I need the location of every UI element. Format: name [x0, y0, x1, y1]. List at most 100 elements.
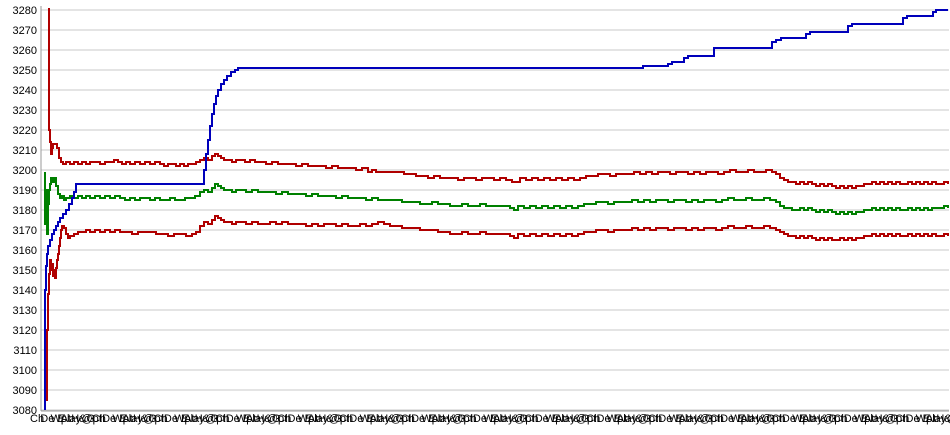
x-tick-label-fragment: play: [864, 413, 885, 425]
x-tick-label-fragment: @pt: [452, 413, 472, 425]
x-tick-label-fragment: @pt: [885, 413, 905, 425]
x-tick-label-fragment: WAt: [916, 413, 936, 425]
x-tick-label-fragment: @pt: [143, 413, 163, 425]
x-tick-label-fragment: H&G: [627, 413, 651, 425]
x-tick-label-fragment: Ch: [895, 413, 909, 425]
x-tick-label-fragment: Ch: [648, 413, 662, 425]
y-tick-label: 3130: [13, 305, 37, 317]
x-tick-label-fragment: play: [679, 413, 700, 425]
x-tick-label-fragment: H&G: [442, 413, 466, 425]
x-tick-label-fragment: play: [617, 413, 638, 425]
x-tick-label-fragment: WAt: [545, 413, 565, 425]
x-tick-label-fragment: H&G: [689, 413, 713, 425]
x-tick-label-fragment: @pt: [329, 413, 349, 425]
x-tick-label-fragment: De E: [411, 413, 435, 425]
x-tick-label-fragment: H&G: [566, 413, 590, 425]
x-tick-label-fragment: Ch: [524, 413, 538, 425]
x-tick-label-fragment: H&G: [813, 413, 837, 425]
upper-red-line: [48, 8, 949, 189]
x-tick-label-fragment: Ch: [339, 413, 353, 425]
x-tick-label-fragment: Ch: [215, 413, 229, 425]
y-tick-label: 3160: [13, 245, 37, 257]
y-tick-label: 3140: [13, 285, 37, 297]
x-tick-label-fragment: De E: [288, 413, 312, 425]
x-tick-label-fragment: WAt: [236, 413, 256, 425]
x-tick-label-fragment: play: [308, 413, 329, 425]
x-tick-label-fragment: play: [803, 413, 824, 425]
x-tick-label-fragment: De E: [720, 413, 744, 425]
x-tick-label-fragment: WAt: [792, 413, 812, 425]
x-tick-label-fragment: H&G: [318, 413, 342, 425]
x-tick-label-fragment: H&G: [71, 413, 95, 425]
x-tick-label-fragment: WAt: [298, 413, 318, 425]
x-tick-label-fragment: play: [123, 413, 144, 425]
y-tick-label: 3080: [13, 405, 37, 417]
x-tick-label-fragment: play: [494, 413, 515, 425]
x-tick-label-fragment: WAt: [730, 413, 750, 425]
mid-green-line: [44, 172, 949, 235]
x-tick-label-fragment: H&G: [936, 413, 950, 425]
x-tick-label-fragment: @pt: [514, 413, 534, 425]
stepped-blue-line: [44, 9, 948, 410]
x-tick-label-fragment: H&G: [504, 413, 528, 425]
x-tick-label-fragment: WAt: [669, 413, 689, 425]
x-tick-label-fragment: Ch: [30, 413, 44, 425]
x-tick-label-fragment: Ch: [772, 413, 786, 425]
x-tick-label-fragment: WAt: [607, 413, 627, 425]
y-axis-labels: 3280 3270 3260 3250 3240 3230 3220 3210 3200 3190…: [13, 5, 37, 417]
x-tick-label-fragment: play: [61, 413, 82, 425]
x-tick-label-fragment: H&G: [380, 413, 404, 425]
x-tick-label-fragment: @pt: [638, 413, 658, 425]
x-tick-label-fragment: WAt: [421, 413, 441, 425]
y-tick-label: 3250: [13, 65, 37, 77]
x-tick-label-fragment: De E: [906, 413, 930, 425]
y-tick-label: 3210: [13, 145, 37, 157]
series-lines: [44, 8, 949, 410]
x-tick-label-fragment: De E: [164, 413, 188, 425]
x-tick-label-fragment: De E: [535, 413, 559, 425]
x-tick-label-fragment: @pt: [700, 413, 720, 425]
x-tick-label-fragment: H&G: [133, 413, 157, 425]
x-tick-label-fragment: De E: [844, 413, 868, 425]
y-tick-label: 3190: [13, 185, 37, 197]
x-tick-label-fragment: play: [185, 413, 206, 425]
y-tick-label: 3240: [13, 85, 37, 97]
x-tick-label-fragment: play: [555, 413, 576, 425]
y-tick-label: 3270: [13, 25, 37, 37]
x-tick-label-fragment: @pt: [947, 413, 950, 425]
x-tick-label-fragment: WAt: [51, 413, 71, 425]
x-tick-label-fragment: WAt: [112, 413, 132, 425]
x-tick-label-fragment: play: [926, 413, 947, 425]
x-tick-label-fragment: WAt: [854, 413, 874, 425]
x-tick-label-fragment: Ch: [586, 413, 600, 425]
x-tick-label-fragment: H&G: [751, 413, 775, 425]
x-tick-label-fragment: H&G: [257, 413, 281, 425]
y-tick-label: 3150: [13, 265, 37, 277]
y-tick-label: 3170: [13, 225, 37, 237]
x-tick-label-fragment: WAt: [360, 413, 380, 425]
x-tick-label-fragment: play: [246, 413, 267, 425]
y-tick-label: 3180: [13, 205, 37, 217]
gridlines: [41, 9, 949, 411]
y-tick-label: 3110: [13, 345, 37, 357]
x-tick-label-fragment: @pt: [761, 413, 781, 425]
y-tick-label: 3120: [13, 325, 37, 337]
x-tick-label-fragment: De E: [349, 413, 373, 425]
x-tick-label-fragment: Ch: [277, 413, 291, 425]
x-tick-label-fragment: Ch: [710, 413, 724, 425]
y-tick-label: 3200: [13, 165, 37, 177]
axis-lines: [40, 6, 949, 412]
x-tick-label-fragment: Ch: [92, 413, 106, 425]
y-tick-label: 3230: [13, 105, 37, 117]
x-tick-label-fragment: play: [741, 413, 762, 425]
lower-red-line: [46, 215, 949, 401]
x-tick-label-fragment: H&G: [875, 413, 899, 425]
x-tick-label-fragment: play: [370, 413, 391, 425]
y-tick-label: 3220: [13, 125, 37, 137]
x-tick-label-fragment: Ch: [463, 413, 477, 425]
x-tick-label-fragment: Ch: [154, 413, 168, 425]
x-tick-label-fragment: De E: [226, 413, 250, 425]
